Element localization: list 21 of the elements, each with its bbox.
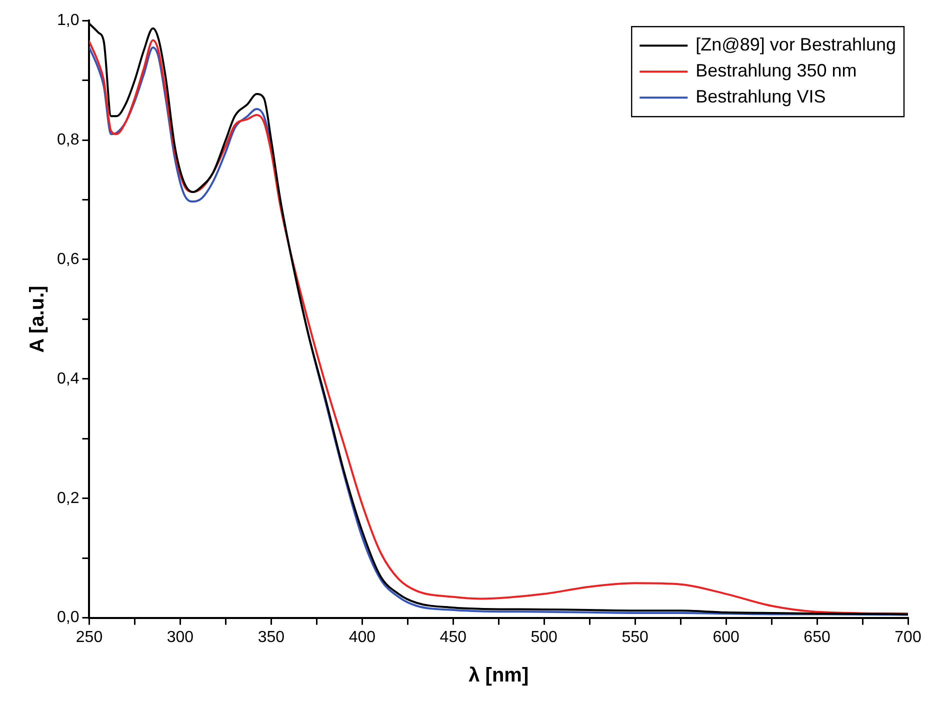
x-tick-label: 700 [894,628,922,646]
x-tick-label: 250 [76,628,103,646]
x-tick-label: 400 [348,628,376,646]
legend-label: [Zn@89] vor Bestrahlung [696,34,896,55]
x-tick-label: 350 [258,628,285,646]
legend-label: Bestrahlung 350 nm [696,60,857,81]
x-tick-label: 600 [712,628,740,646]
y-tick-label: 0,0 [56,609,80,626]
y-axis-title: A [a.u.] [26,286,49,353]
x-tick-label: 300 [166,628,194,646]
y-tick-label: 0,8 [56,131,80,148]
y-tick-label: 1,0 [56,12,80,30]
x-tick-label: 550 [622,628,649,646]
legend-label: Bestrahlung VIS [696,86,826,107]
y-tick-label: 0,2 [56,490,80,507]
x-tick-label: 500 [530,628,558,646]
x-tick-label: 650 [804,628,830,646]
x-tick-label: 450 [440,628,467,646]
x-axis-title: λ [nm] [468,664,529,687]
y-tick-label: 0,4 [56,370,80,388]
y-tick-label: 0,6 [56,250,80,268]
